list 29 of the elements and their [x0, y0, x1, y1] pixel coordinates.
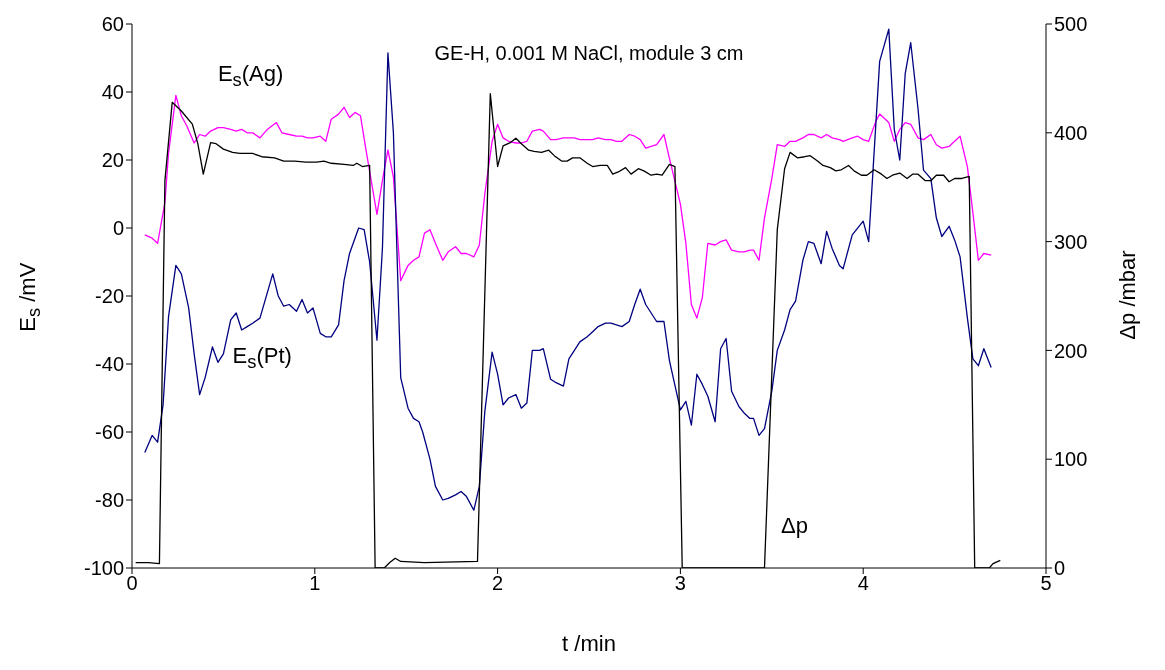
line-series — [144, 28, 992, 511]
y2-tick-label: 100 — [1054, 448, 1088, 471]
y-tick-label: -20 — [95, 285, 124, 308]
y2-axis-title: Δp /mbar — [1115, 249, 1141, 342]
series-label: Δp — [780, 513, 808, 540]
x-tick-label: 4 — [857, 572, 869, 595]
line-series — [144, 94, 992, 319]
y2-tick-label: 0 — [1054, 557, 1066, 580]
series-label: E$_{s}$(Ag) — [217, 61, 284, 92]
y2-tick-label: 300 — [1054, 230, 1088, 253]
y-tick-label: 20 — [101, 149, 124, 172]
x-tick-label: 3 — [674, 572, 686, 595]
x-axis-title: t /min — [561, 631, 617, 657]
series-label: E$_{s}$(Pt) — [232, 343, 292, 374]
y2-tick-label: 200 — [1054, 339, 1088, 362]
y-tick-label: 0 — [112, 217, 124, 240]
x-tick-label: 0 — [126, 572, 138, 595]
y-tick-label: -100 — [83, 557, 124, 580]
y-tick-label: -40 — [95, 353, 124, 376]
x-tick-label: 1 — [309, 572, 321, 595]
y-tick-label: -80 — [95, 489, 124, 512]
y-tick-label: -60 — [95, 421, 124, 444]
x-tick-label: 2 — [492, 572, 504, 595]
text: GE-H, 0.001 M NaCl, module 3 cm — [434, 42, 744, 64]
y2-tick-label: 400 — [1054, 121, 1088, 144]
x-tick-label: 5 — [1040, 572, 1052, 595]
y-tick-label: 40 — [101, 81, 124, 104]
y-tick-label: 60 — [101, 13, 124, 36]
y2-tick-label: 500 — [1054, 13, 1088, 36]
